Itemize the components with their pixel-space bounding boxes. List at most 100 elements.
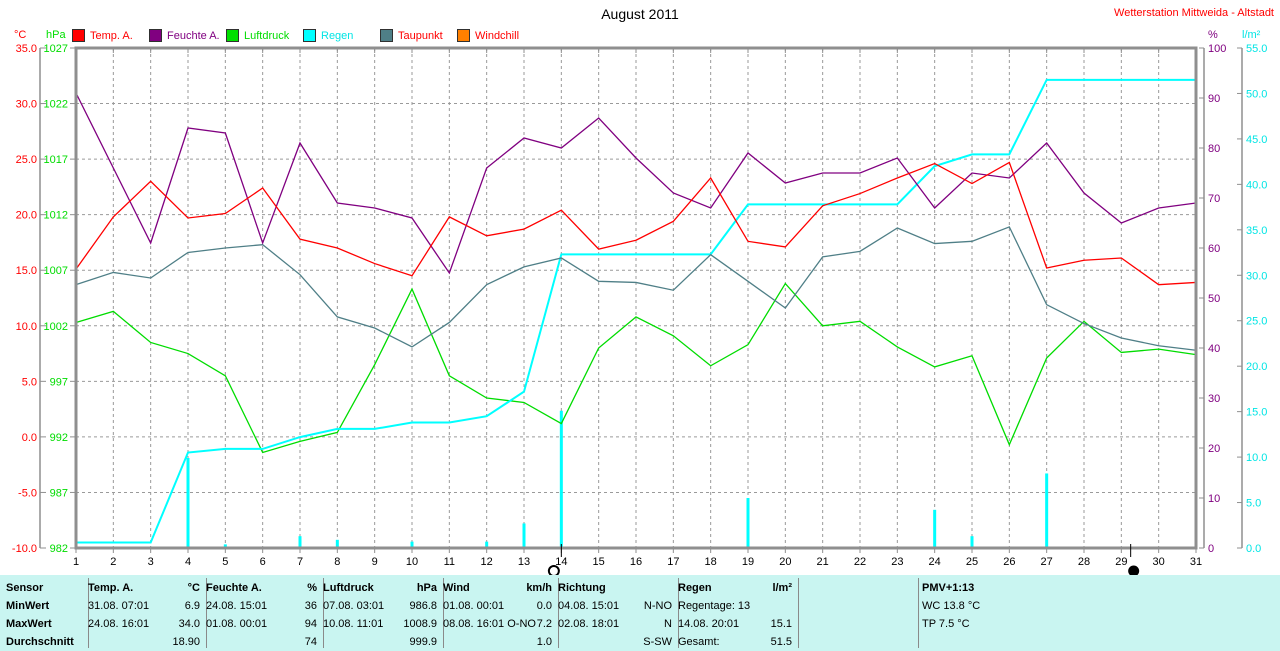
series-line-temp-a- xyxy=(75,161,1197,286)
rain-bar-day-13 xyxy=(522,523,526,548)
station-name: Wetterstation Mittweida - Altstadt xyxy=(1114,7,1274,19)
legend-item-luftdruck: Luftdruck xyxy=(226,29,303,42)
x-axis-day-label: 25 xyxy=(966,556,978,568)
table-avg-value: 1.0 xyxy=(536,636,552,648)
right-axis-unit-percent: % xyxy=(1208,29,1218,41)
table-col-unit: hPa xyxy=(416,582,437,594)
rain-bar-day-4 xyxy=(186,458,190,548)
x-axis-day-label: 4 xyxy=(185,556,191,568)
pmv-windchill-value: WC 13.8 °C xyxy=(922,600,981,612)
x-axis-day-label: 30 xyxy=(1153,556,1165,568)
table-min-value: 0.0 xyxy=(536,600,552,612)
table-min-when: 07.08. 03:01 xyxy=(323,600,385,612)
x-axis-day-label: 12 xyxy=(481,556,493,568)
table-col-header: Temp. A. xyxy=(88,582,134,594)
celsius-tick-label: 15.0 xyxy=(16,265,37,277)
rain-bar-day-27 xyxy=(1045,473,1049,548)
table-avg-label: Gesamt: xyxy=(678,636,720,648)
table-row-label: Durchschnitt xyxy=(6,636,74,648)
weather-chart-plot: 1 2 3 4 5 6 7 8 9 10 11 12 13 14 15 16 17 18 19 20 21 22 23 24 2… xyxy=(12,43,1267,575)
lpm2-tick-label: 55.0 xyxy=(1246,43,1267,55)
lpm2-tick-label: 35.0 xyxy=(1246,225,1267,237)
table-max-when: 24.08. 16:01 xyxy=(88,618,150,630)
table-avg-value: 74 xyxy=(304,636,317,648)
legend-label: Temp. A. xyxy=(90,29,133,42)
left-axis-unit-hpa: hPa xyxy=(46,29,66,41)
legend-item-taupunkt: Taupunkt xyxy=(380,29,457,42)
legend-label: Feuchte A. xyxy=(167,29,220,42)
celsius-tick-label: 0.0 xyxy=(22,432,37,444)
rain-bar-day-19 xyxy=(746,498,750,548)
x-axis-day-label: 13 xyxy=(518,556,530,568)
legend-item-windchill: Windchill xyxy=(457,29,534,42)
hpa-tick-label: 1007 xyxy=(44,265,68,277)
celsius-tick-label: -10.0 xyxy=(12,543,37,555)
legend-item-regen: Regen xyxy=(303,29,380,42)
percent-tick-label: 10 xyxy=(1208,493,1220,505)
table-avg-value: 999.9 xyxy=(409,636,437,648)
series-line-luftdruck xyxy=(75,282,1197,454)
rain-bar-day-10 xyxy=(410,541,414,548)
series-line-feuchte-a- xyxy=(75,92,1197,275)
legend-swatch-icon xyxy=(226,29,239,42)
table-column-separator xyxy=(206,578,207,648)
celsius-tick-label: 30.0 xyxy=(16,99,37,111)
percent-tick-label: 80 xyxy=(1208,143,1220,155)
table-col-header: Wind xyxy=(443,582,470,594)
x-axis-day-label: 28 xyxy=(1078,556,1090,568)
table-col-unit: km/h xyxy=(526,582,552,594)
table-max-when: 02.08. 18:01 xyxy=(558,618,620,630)
percent-tick-label: 20 xyxy=(1208,443,1220,455)
rain-bar-day-7 xyxy=(298,536,302,548)
rain-bar-day-8 xyxy=(335,539,339,548)
table-min-when: 31.08. 07:01 xyxy=(88,600,150,612)
x-axis-day-label: 21 xyxy=(817,556,829,568)
table-max-when: 08.08. 16:01 O-NO xyxy=(443,618,536,630)
table-min-when: 24.08. 15:01 xyxy=(206,600,268,612)
table-col-unit: % xyxy=(307,582,317,594)
celsius-tick-label: 5.0 xyxy=(22,376,37,388)
table-max-value: 15.1 xyxy=(770,618,792,630)
table-col-unit: l/m² xyxy=(772,582,792,594)
table-max-value: 34.0 xyxy=(178,618,200,630)
table-col-unit: °C xyxy=(187,582,200,594)
percent-tick-label: 70 xyxy=(1208,193,1220,205)
percent-tick-label: 50 xyxy=(1208,293,1220,305)
x-axis-day-label: 20 xyxy=(779,556,791,568)
celsius-tick-label: -5.0 xyxy=(18,487,37,499)
hpa-tick-label: 987 xyxy=(50,487,68,499)
table-max-when: 01.08. 00:01 xyxy=(206,618,268,630)
lpm2-tick-label: 40.0 xyxy=(1246,179,1267,191)
x-axis-day-label: 5 xyxy=(222,556,228,568)
legend-label: Windchill xyxy=(475,29,520,42)
lpm2-tick-label: 10.0 xyxy=(1246,452,1267,464)
celsius-tick-label: 25.0 xyxy=(16,154,37,166)
x-axis-day-label: 11 xyxy=(444,556,455,568)
x-axis-day-label: 23 xyxy=(891,556,903,568)
celsius-tick-label: 10.0 xyxy=(16,321,37,333)
x-axis-day-label: 2 xyxy=(110,556,116,568)
table-avg-value: 18.90 xyxy=(172,636,200,648)
pmv-title: PMV+1:13 xyxy=(922,582,975,594)
table-column-separator xyxy=(798,578,799,648)
table-row-label: MinWert xyxy=(6,600,50,612)
table-min-when: Regentage: 13 xyxy=(678,600,751,612)
lpm2-tick-label: 20.0 xyxy=(1246,361,1267,373)
rain-bar-day-14 xyxy=(559,410,563,548)
hpa-tick-label: 1017 xyxy=(44,154,68,166)
x-axis-day-label: 29 xyxy=(1115,556,1127,568)
rain-bar-day-12 xyxy=(485,541,489,548)
table-col-header: Feuchte A. xyxy=(206,582,262,594)
hpa-tick-label: 1027 xyxy=(44,43,68,55)
legend-label: Luftdruck xyxy=(244,29,290,42)
percent-tick-label: 30 xyxy=(1208,393,1220,405)
chart-title: August 2011 xyxy=(601,6,679,22)
x-axis-day-label: 14 xyxy=(555,556,567,568)
lpm2-tick-label: 45.0 xyxy=(1246,134,1267,146)
celsius-tick-label: 35.0 xyxy=(16,43,37,55)
table-col-header: Richtung xyxy=(558,582,606,594)
x-axis-day-label: 22 xyxy=(854,556,866,568)
legend-swatch-icon xyxy=(303,29,316,42)
table-max-value: N xyxy=(664,618,672,630)
